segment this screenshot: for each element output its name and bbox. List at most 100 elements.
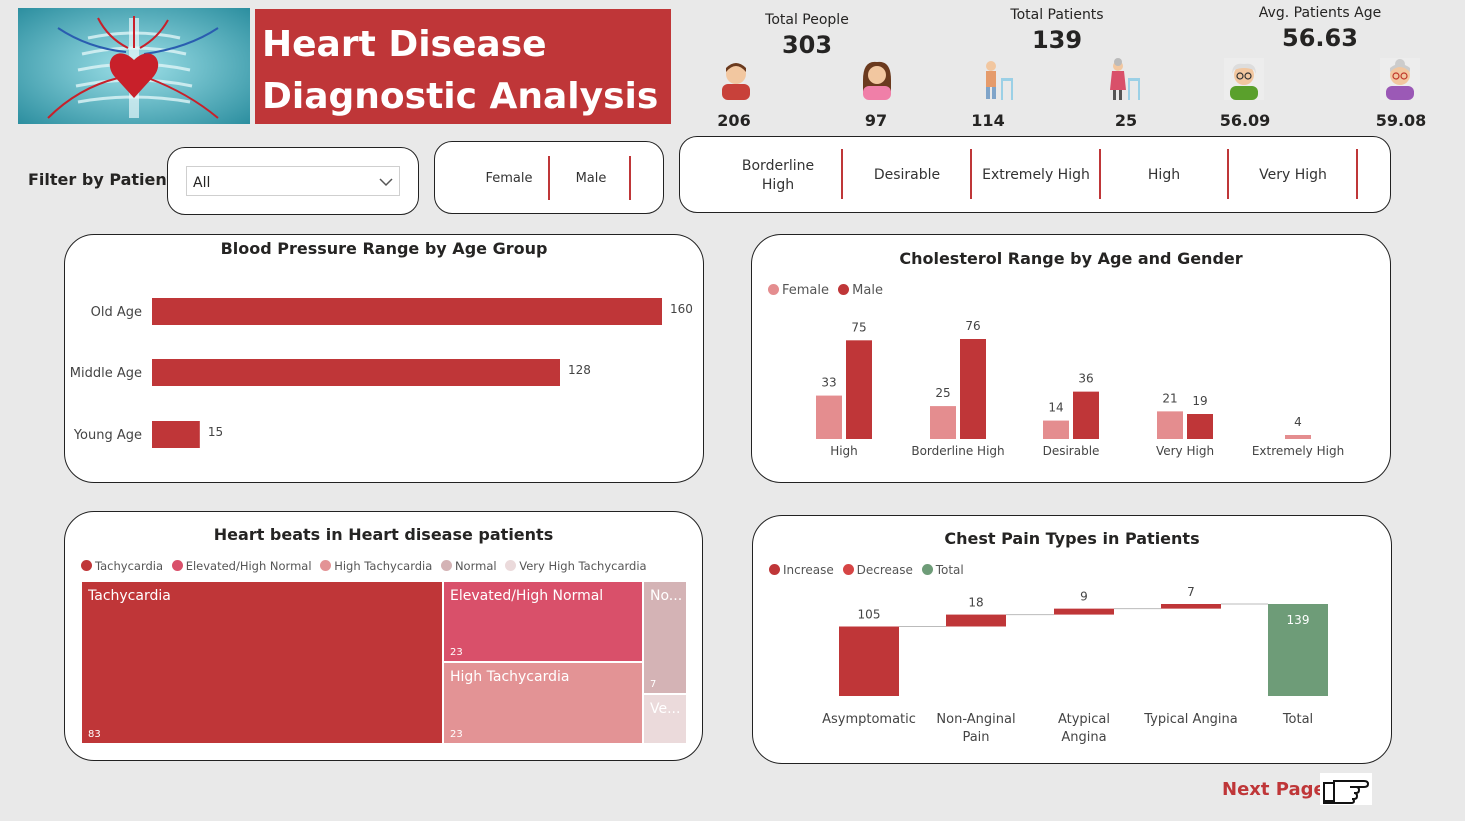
cp-category-label: Total	[1282, 712, 1313, 727]
old-man-avatar-icon	[1224, 58, 1264, 100]
cholesterol-slicer: Borderline High Desirable Extremely High…	[679, 136, 1391, 213]
chol-chart-title: Cholesterol Range by Age and Gender	[899, 249, 1243, 268]
chol-bar[interactable]	[1073, 391, 1099, 439]
cell-label: Ve...	[650, 701, 681, 717]
slicer-divider	[970, 149, 972, 199]
bp-chart-title: Blood Pressure Range by Age Group	[220, 239, 548, 258]
chol-bar[interactable]	[846, 340, 872, 439]
cp-bar[interactable]	[1054, 608, 1114, 615]
cp-chart-card: Chest Pain Types in Patients Increase De…	[752, 515, 1392, 764]
bp-value-label: 15	[208, 425, 223, 439]
chol-bar[interactable]	[1157, 411, 1183, 439]
hb-chart-title: Heart beats in Heart disease patients	[213, 525, 554, 544]
bp-chart: Old Age 160 Middle Age 128 Young Age 15	[70, 298, 693, 448]
treemap-cell-normal[interactable]: No... 7	[643, 581, 687, 694]
slicer-male[interactable]: Male	[575, 171, 607, 186]
kpi-total-people-value: 303	[781, 31, 833, 59]
hero-heart-image	[18, 8, 250, 124]
legend-female: Female	[782, 283, 830, 298]
cp-category-label: Typical Angina	[1143, 712, 1238, 727]
cell-label: High Tachycardia	[450, 669, 570, 685]
cp-chart-title: Chest Pain Types in Patients	[944, 529, 1200, 548]
chol-legend: Female Male	[768, 283, 888, 298]
patient-dropdown[interactable]: All	[186, 166, 400, 196]
slicer-divider	[548, 156, 550, 200]
chol-bar[interactable]	[960, 339, 986, 439]
legend-increase: Increase	[783, 563, 834, 577]
slicer-high[interactable]: High	[1147, 167, 1181, 183]
chol-value-label: 19	[1192, 394, 1207, 408]
chol-value-label: 75	[851, 320, 866, 334]
pointing-hand-icon[interactable]	[1320, 773, 1372, 805]
chol-bar[interactable]	[1043, 420, 1069, 439]
slicer-borderline-high[interactable]: Borderline High	[741, 158, 815, 193]
chol-category-label: Desirable	[1043, 444, 1100, 458]
legend-dot	[440, 560, 452, 571]
bp-value-label: 128	[568, 363, 591, 377]
cp-value-label: 18	[968, 596, 983, 610]
cp-category-label: Non-Anginal	[936, 712, 1015, 727]
bp-category-label: Old Age	[91, 305, 142, 320]
slicer-divider	[841, 149, 843, 199]
cp-value-label: 9	[1080, 590, 1088, 604]
cell-value: 23	[450, 729, 463, 740]
chol-bar[interactable]	[816, 395, 842, 439]
legend-dot	[921, 564, 933, 575]
chol-value-label: 33	[821, 376, 836, 390]
cp-category-label: Asymptomatic	[822, 712, 916, 727]
cell-value: 7	[650, 679, 657, 690]
treemap-cell-tachycardia[interactable]: Tachycardia 83	[81, 581, 443, 744]
bp-category-label: Middle Age	[70, 366, 142, 381]
legend-normal: Normal	[454, 559, 497, 573]
elderly-woman-walker-icon	[1104, 58, 1144, 100]
bp-bar[interactable]	[152, 421, 200, 448]
chol-bar[interactable]	[1187, 414, 1213, 439]
treemap-cell-very-high[interactable]: Ve...	[643, 694, 687, 744]
female-avg-age: 59.08	[1375, 111, 1427, 130]
chol-value-label: 36	[1078, 372, 1093, 386]
legend-dot	[838, 284, 850, 295]
slicer-divider	[1099, 149, 1101, 199]
kpi-total-patients-value: 139	[1031, 26, 1083, 54]
cp-legend: Increase Decrease Total	[769, 563, 969, 577]
legend-high-tachy: High Tachycardia	[334, 559, 433, 573]
legend-dot	[81, 560, 92, 571]
cp-bar[interactable]	[946, 614, 1006, 627]
cell-label: Elevated/High Normal	[450, 588, 604, 604]
slicer-very-high[interactable]: Very High	[1259, 167, 1327, 183]
treemap-cell-high-tachycardia[interactable]: High Tachycardia 23	[443, 662, 643, 744]
filter-label: Filter by Patient	[28, 170, 175, 189]
chol-category-label: High	[830, 444, 858, 458]
cp-value-label: 105	[858, 608, 881, 622]
chol-bar[interactable]	[1285, 435, 1311, 439]
cell-label: No...	[650, 588, 683, 604]
slicer-desirable[interactable]: Desirable	[873, 167, 941, 183]
legend-dot	[769, 564, 780, 575]
legend-tachycardia: Tachycardia	[95, 559, 164, 573]
bp-bar[interactable]	[152, 298, 662, 325]
chol-value-label: 25	[935, 386, 950, 400]
chol-bar[interactable]	[930, 406, 956, 439]
chol-category-label: Extremely High	[1252, 444, 1344, 458]
treemap-cell-elevated[interactable]: Elevated/High Normal 23	[443, 581, 643, 662]
slicer-female[interactable]: Female	[485, 171, 533, 186]
bp-chart-card: Blood Pressure Range by Age Group Old Ag…	[64, 234, 704, 483]
slicer-divider	[629, 156, 631, 200]
next-page-link[interactable]: Next Page	[1222, 779, 1326, 800]
legend-very-high: Very High Tachycardia	[519, 559, 647, 573]
cp-bar[interactable]	[1268, 604, 1328, 696]
chol-chart: 33 75 High 25 76 Borderline High 14 36 Desirable…	[816, 319, 1344, 458]
cp-bar[interactable]	[1161, 604, 1221, 609]
slicer-extremely-high[interactable]: Extremely High	[982, 167, 1090, 183]
cp-bar[interactable]	[839, 626, 899, 696]
hb-legend: Tachycardia Elevated/High Normal High Ta…	[81, 559, 652, 573]
legend-elevated: Elevated/High Normal	[185, 559, 312, 573]
kpi-avg-age-value: 56.63	[1282, 24, 1358, 52]
male-avatar-icon	[716, 58, 756, 100]
hb-chart-card: Heart beats in Heart disease patients Ta…	[64, 511, 703, 761]
legend-male: Male	[852, 283, 883, 298]
cp-category-label: Pain	[962, 730, 989, 745]
bp-bar[interactable]	[152, 359, 560, 386]
legend-dot	[768, 284, 779, 295]
title-line-2: Diagnostic Analysis	[262, 76, 659, 117]
